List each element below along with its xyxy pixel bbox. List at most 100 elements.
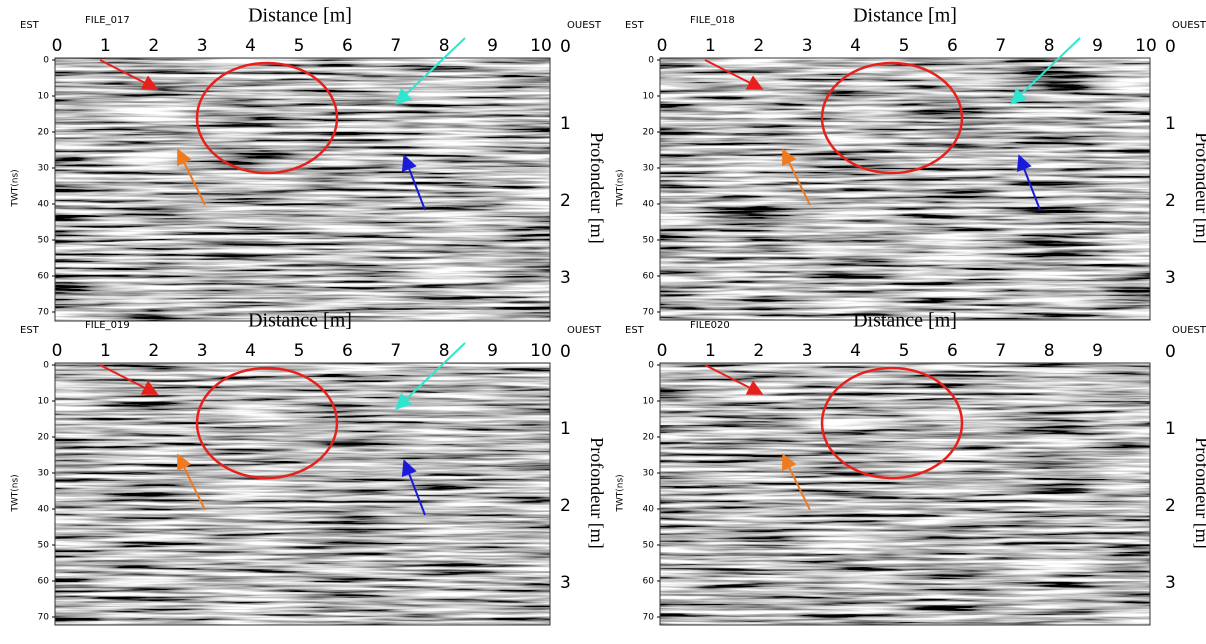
y-tick-label: 30 [38, 164, 50, 174]
cyan-arrow [1010, 37, 1081, 105]
x-tick-label: 3 [197, 341, 208, 361]
x-tick-label: 0 [657, 36, 668, 56]
x-tick-label: 6 [947, 341, 958, 361]
x-tick-label: 4 [850, 341, 861, 361]
x-tick-label: 2 [148, 341, 159, 361]
x-tick-label: 8 [439, 36, 450, 56]
radargram-panel: EST FILE_017 OUEST Distance [m] TWT(ns) Profo… [11, 5, 607, 322]
red-arrow [99, 59, 159, 90]
ouest-label: OUEST [567, 325, 602, 336]
x-tick-label: 0 [52, 341, 63, 361]
x-tick-label: 3 [802, 36, 813, 56]
y2-tick-label: 3 [1165, 573, 1176, 593]
y2-tick-label: 2 [560, 496, 571, 516]
x-tick-label: 2 [753, 341, 764, 361]
anomaly-ellipse [195, 61, 339, 175]
y-tick-label: 60 [38, 272, 50, 282]
y2-axis-title: Profondeur [m] [1192, 437, 1206, 548]
anomaly-ellipse [195, 366, 339, 480]
y-tick-label: 50 [643, 236, 655, 246]
x-axis-title: Distance [m] [853, 310, 957, 332]
radargram-frame [659, 362, 1151, 626]
x-tick-label: 5 [294, 36, 305, 56]
x-axis-title: Distance [m] [853, 5, 957, 27]
y-tick-label: 30 [643, 469, 655, 479]
x-tick-label: 9 [1092, 341, 1103, 361]
x-tick-label: 5 [899, 341, 910, 361]
blue-arrow [1016, 154, 1041, 211]
y-tick-label: 0 [43, 56, 49, 66]
orange-arrow [177, 148, 206, 206]
x-tick-label: 7 [390, 341, 401, 361]
x-tick-label: 8 [1044, 36, 1055, 56]
y-axis-title: TWT(ns) [616, 474, 626, 512]
radargram-panel: EST FILE_019 OUEST Distance [m] TWT(ns) Profo… [11, 310, 607, 626]
radargram-panel: EST FILE020 OUEST Distance [m] TWT(ns) Profon… [616, 310, 1206, 626]
x-tick-label: 5 [899, 36, 910, 56]
y-tick-label: 20 [38, 433, 50, 443]
x-tick-label: 1 [705, 36, 716, 56]
x-tick-label: 8 [1044, 341, 1055, 361]
x-tick-label: 6 [342, 36, 353, 56]
y2-tick-label: 2 [560, 191, 571, 211]
y-tick-label: 30 [38, 469, 50, 479]
red-arrow [704, 364, 764, 395]
y-tick-label: 40 [38, 505, 50, 515]
y-tick-label: 50 [38, 541, 50, 551]
y-tick-label: 10 [643, 397, 655, 407]
x-tick-label: 8 [439, 341, 450, 361]
radargram-image [55, 58, 550, 321]
x-tick-label: 3 [197, 36, 208, 56]
y2-tick-label: 0 [560, 37, 571, 57]
x-tick-label: 4 [245, 36, 256, 56]
x-tick-label: 6 [342, 341, 353, 361]
x-tick-label: 1 [705, 341, 716, 361]
anomaly-ellipse [820, 61, 964, 175]
y-tick-label: 50 [643, 541, 655, 551]
y-tick-label: 0 [43, 361, 49, 371]
x-tick-label: 7 [995, 341, 1006, 361]
x-axis-title: Distance [m] [248, 310, 352, 332]
y-tick-label: 70 [643, 613, 655, 623]
cyan-arrow [395, 342, 466, 410]
est-label: EST [625, 325, 645, 336]
radargram-image [660, 58, 1150, 320]
blue-arrow [401, 154, 426, 211]
x-tick-label: 10 [1135, 36, 1157, 56]
x-tick-label: 9 [487, 36, 498, 56]
y-tick-label: 70 [38, 613, 50, 623]
y-tick-label: 10 [38, 397, 50, 407]
y-tick-label: 0 [648, 56, 654, 66]
file-label: FILE_017 [85, 15, 130, 26]
y-tick-label: 40 [38, 200, 50, 210]
y2-axis-title: Profondeur [m] [587, 132, 607, 243]
y2-tick-label: 3 [1165, 268, 1176, 288]
ouest-label: OUEST [1172, 20, 1206, 31]
orange-arrow [782, 148, 811, 206]
y-tick-label: 60 [643, 272, 655, 282]
y-tick-label: 0 [648, 361, 654, 371]
y2-tick-label: 2 [1165, 191, 1176, 211]
y2-tick-label: 0 [1165, 37, 1176, 57]
y2-tick-label: 0 [1165, 342, 1176, 362]
x-tick-label: 2 [148, 36, 159, 56]
y2-tick-label: 1 [560, 419, 571, 439]
cyan-arrow [395, 37, 466, 105]
x-tick-label: 9 [1092, 36, 1103, 56]
y-tick-label: 10 [38, 92, 50, 102]
y2-axis-title: Profondeur [m] [1192, 132, 1206, 243]
x-tick-label: 1 [100, 36, 111, 56]
y-tick-label: 10 [643, 92, 655, 102]
y-tick-label: 70 [38, 308, 50, 318]
y-axis-title: TWT(ns) [11, 169, 21, 207]
x-tick-label: 5 [294, 341, 305, 361]
y2-tick-label: 0 [560, 342, 571, 362]
x-axis-title: Distance [m] [248, 5, 352, 27]
y-tick-label: 20 [643, 433, 655, 443]
x-tick-label: 3 [802, 341, 813, 361]
y-tick-label: 70 [643, 308, 655, 318]
y2-axis-title: Profondeur [m] [587, 437, 607, 548]
blue-arrow [401, 459, 426, 516]
y2-tick-label: 1 [560, 114, 571, 134]
radargram-frame [54, 362, 551, 626]
